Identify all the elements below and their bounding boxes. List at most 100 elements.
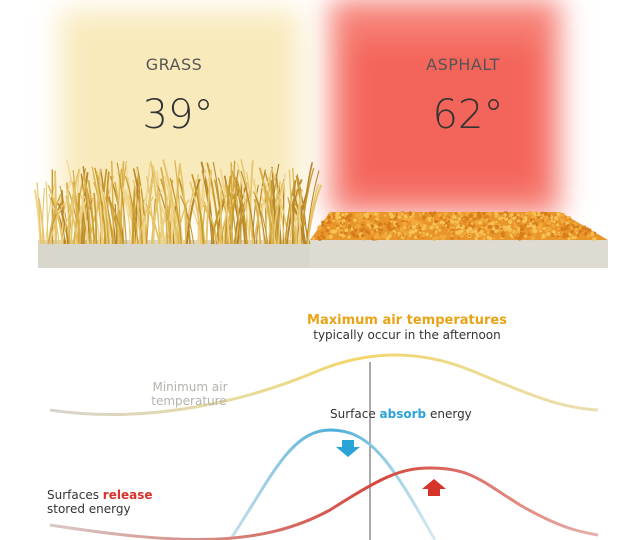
texture (239, 180, 243, 245)
texture (509, 233, 513, 237)
texture (338, 233, 342, 236)
texture (344, 212, 349, 216)
texture (480, 225, 484, 229)
texture (151, 164, 166, 245)
release-arrow (422, 479, 446, 496)
texture (460, 227, 463, 230)
texture (532, 211, 536, 215)
texture (88, 201, 102, 245)
texture (338, 218, 341, 221)
texture (36, 182, 42, 245)
texture (384, 214, 387, 217)
texture (551, 224, 555, 228)
air-temperature-curve (49, 353, 599, 416)
texture (492, 237, 496, 240)
texture (464, 216, 469, 221)
texture (236, 162, 251, 245)
texture (384, 235, 388, 238)
texture (219, 168, 231, 245)
texture (331, 229, 335, 234)
texture (513, 224, 519, 229)
texture (510, 212, 514, 217)
texture (417, 235, 420, 239)
texture (527, 210, 533, 216)
texture (530, 214, 535, 219)
texture (390, 214, 395, 219)
texture (576, 234, 580, 237)
texture (425, 227, 429, 230)
release-curve (49, 466, 599, 540)
texture (484, 219, 488, 223)
texture (447, 229, 451, 232)
panel-label: GRASS (146, 55, 203, 74)
texture (339, 221, 343, 225)
texture (325, 219, 328, 222)
texture (373, 235, 378, 240)
texture (427, 216, 432, 221)
texture (439, 216, 443, 220)
texture (539, 213, 543, 217)
texture (352, 233, 357, 238)
texture (503, 213, 507, 217)
texture (490, 221, 495, 226)
texture (460, 212, 464, 216)
texture (447, 220, 451, 223)
texture (571, 235, 575, 240)
texture (523, 216, 528, 221)
texture (561, 212, 565, 217)
texture (335, 215, 339, 220)
texture (505, 225, 510, 230)
texture (375, 232, 379, 237)
texture (383, 222, 387, 226)
texture (473, 214, 477, 218)
texture (381, 234, 386, 239)
text: Surfaces (47, 488, 99, 502)
texture (114, 181, 123, 245)
texture (357, 216, 362, 221)
texture (335, 211, 341, 216)
texture (592, 236, 596, 239)
texture (436, 222, 440, 226)
texture (227, 185, 237, 245)
texture (379, 231, 382, 235)
texture (366, 220, 370, 224)
texture (464, 212, 470, 217)
texture (494, 211, 498, 216)
texture (358, 212, 363, 217)
texture (410, 220, 415, 226)
texture (389, 231, 394, 236)
texture (419, 223, 424, 228)
texture (419, 229, 422, 232)
texture (398, 231, 401, 235)
min-label: temperature (151, 394, 226, 408)
texture (451, 232, 455, 235)
texture (409, 226, 412, 229)
release-label: Surfaces release (47, 488, 152, 502)
texture (403, 214, 408, 219)
texture (364, 219, 367, 222)
texture (347, 235, 351, 239)
texture (306, 184, 323, 245)
texture (468, 213, 473, 218)
texture (563, 222, 566, 226)
texture (498, 215, 502, 218)
texture (47, 184, 64, 245)
texture (360, 233, 365, 238)
texture (233, 185, 247, 245)
texture (324, 225, 327, 229)
texture (403, 226, 407, 230)
texture (401, 219, 404, 223)
texture (94, 167, 107, 245)
texture (457, 217, 461, 221)
texture (355, 224, 358, 228)
texture (487, 232, 490, 235)
texture (494, 224, 499, 229)
texture (463, 221, 466, 224)
texture (255, 169, 266, 245)
texture (362, 217, 366, 220)
texture (479, 217, 485, 222)
texture (312, 237, 315, 241)
texture (501, 216, 504, 220)
texture (435, 236, 439, 240)
